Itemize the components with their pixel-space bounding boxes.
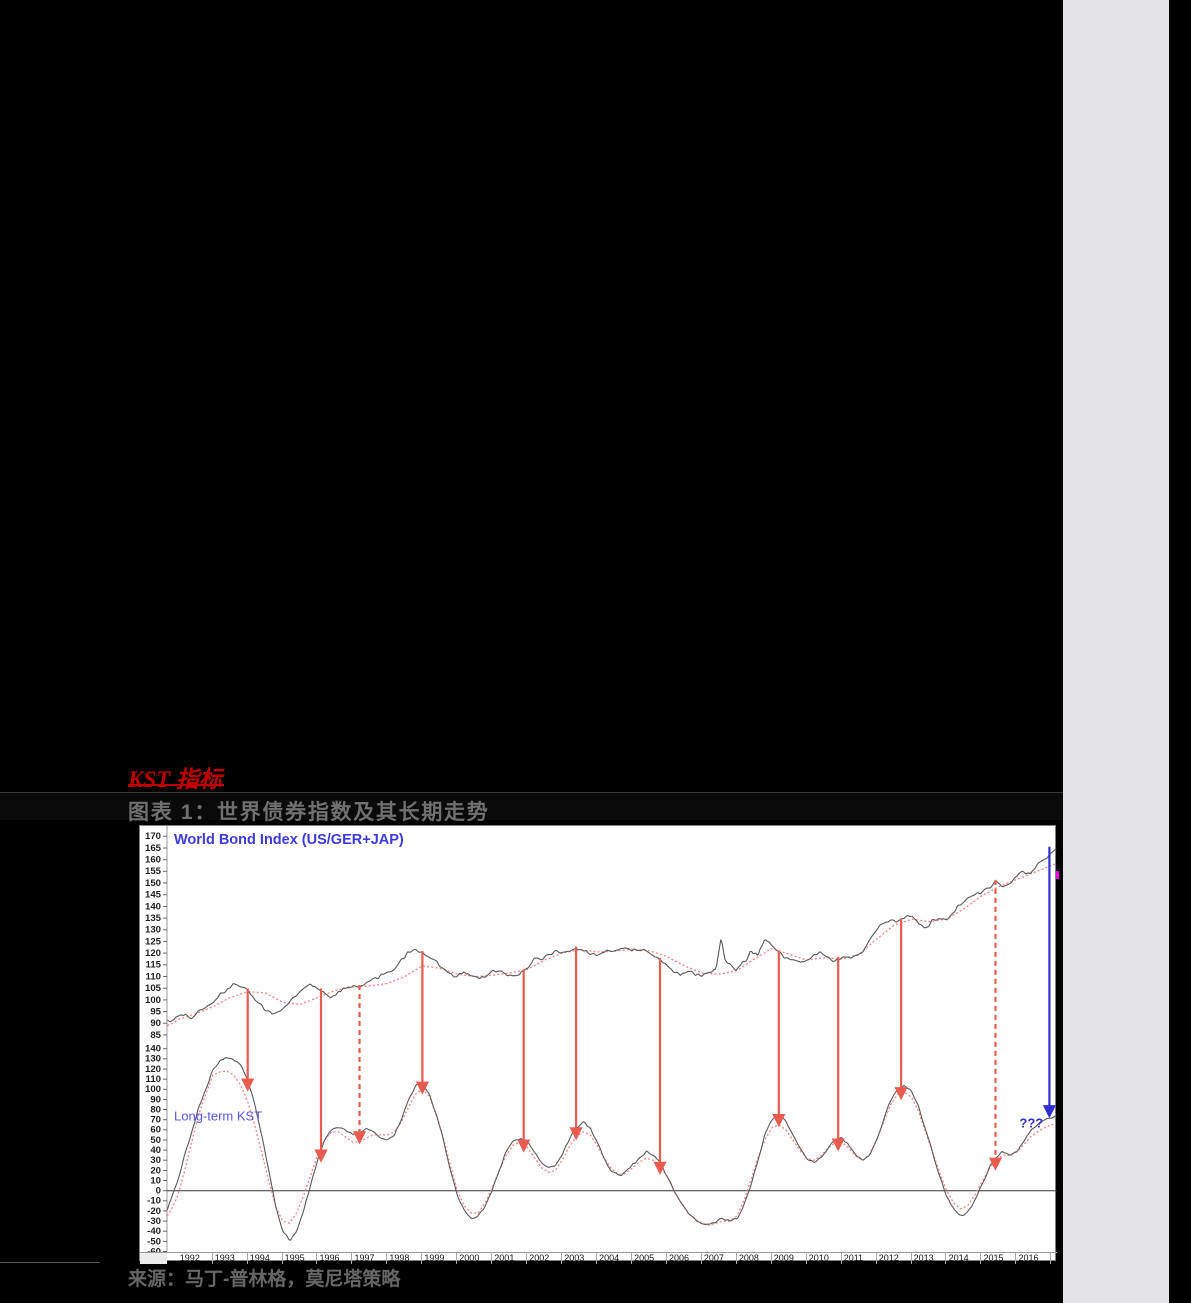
svg-text:130: 130 [145,925,161,936]
svg-text:125: 125 [145,936,162,947]
svg-text:Long-term KST: Long-term KST [174,1109,262,1124]
svg-text:135: 135 [145,913,162,924]
svg-text:World Bond Index (US/GER+JAP): World Bond Index (US/GER+JAP) [174,832,404,848]
svg-text:100: 100 [145,995,161,1006]
svg-text:120: 120 [145,948,161,959]
svg-text:95: 95 [150,1006,161,1017]
svg-text:150: 150 [145,878,161,889]
svg-text:105: 105 [145,983,162,994]
svg-text:165: 165 [145,843,162,854]
svg-text:170: 170 [145,831,161,842]
svg-text:155: 155 [145,866,162,877]
svg-text:110: 110 [146,971,161,982]
svg-text:145: 145 [145,890,162,901]
svg-text:160: 160 [145,855,161,866]
svg-text:140: 140 [145,901,161,912]
svg-text:115: 115 [146,960,162,971]
svg-text:90: 90 [150,1018,161,1029]
svg-text:???: ??? [1019,1116,1043,1131]
svg-text:85: 85 [150,1030,161,1041]
